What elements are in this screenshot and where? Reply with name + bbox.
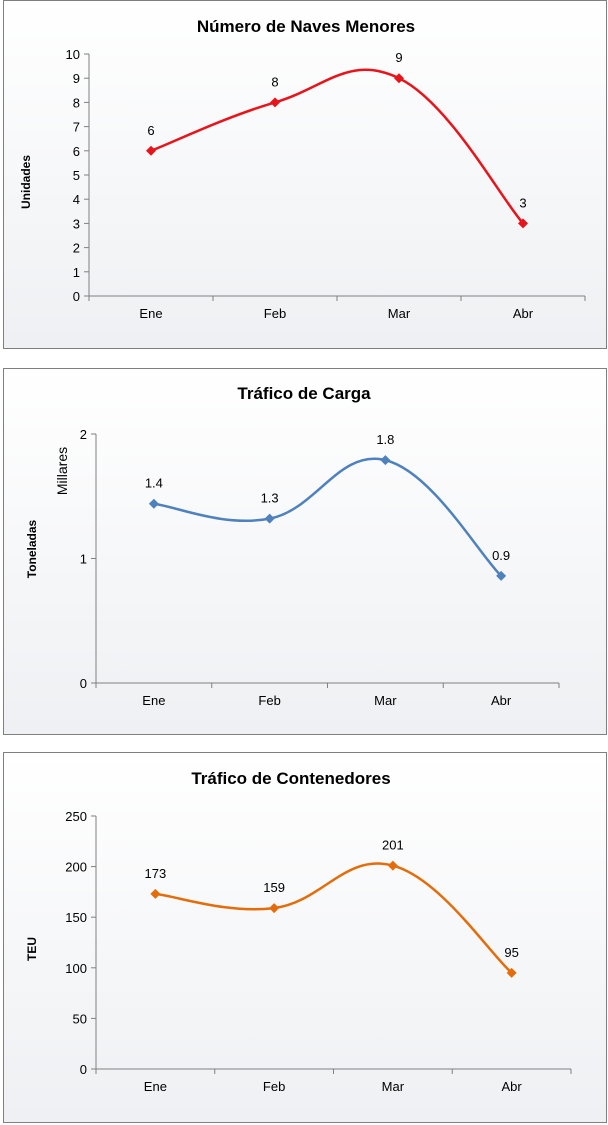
y-tick-label: 0 — [73, 289, 80, 304]
series-line — [150, 68, 524, 225]
y-tick-label: 1 — [73, 265, 80, 280]
x-tick-label: Mar — [382, 1079, 405, 1094]
data-point — [380, 455, 391, 466]
x-tick-label: Feb — [258, 693, 280, 708]
y-tick-label: 0 — [80, 1062, 87, 1077]
y-tick-label: 3 — [73, 216, 80, 231]
chart-panel-trafico-carga: Tráfico de Carga Toneladas Millares 0 1 2 E… — [3, 368, 607, 735]
data-label: 8 — [271, 74, 278, 89]
chart-trafico-contenedores: Tráfico de Contenedores TEU 0 50 100 150 200… — [25, 769, 572, 1094]
y-axis-label: Unidades — [19, 155, 33, 209]
data-point — [270, 97, 280, 108]
data-point — [146, 145, 156, 156]
x-tick-label: Abr — [513, 306, 534, 321]
chart-trafico-carga: Tráfico de Carga Toneladas Millares 0 1 2 E… — [25, 384, 560, 708]
y-tick-label: 1 — [80, 552, 87, 567]
x-tick-label: Ene — [142, 693, 165, 708]
x-tick-label: Feb — [264, 306, 286, 321]
data-label: 95 — [504, 945, 518, 960]
y-tick-label: 100 — [65, 961, 87, 976]
data-label: 1.4 — [145, 476, 163, 491]
data-point — [394, 73, 404, 84]
y-tick-label: 250 — [65, 809, 87, 824]
data-point — [269, 903, 280, 914]
y-tick-label: 2 — [80, 427, 87, 442]
chart-title: Número de Naves Menores — [197, 17, 415, 36]
data-label: 173 — [145, 866, 167, 881]
y-tick-label: 8 — [73, 95, 80, 110]
data-label: 0.9 — [492, 548, 510, 563]
x-tick-label: Ene — [144, 1079, 167, 1094]
y-tick-label: 200 — [65, 860, 87, 875]
data-point — [150, 888, 161, 899]
data-label: 159 — [263, 880, 285, 895]
data-point — [496, 570, 507, 581]
y-tick-label: 0 — [80, 676, 87, 691]
series-line — [153, 457, 503, 577]
y-tick-label: 9 — [73, 71, 80, 86]
y-tick-label: 7 — [73, 120, 80, 135]
chart-panel-trafico-contenedores: Tráfico de Contenedores TEU 0 50 100 150 200… — [3, 752, 607, 1123]
units-label: Millares — [54, 447, 70, 495]
x-tick-label: Mar — [388, 306, 411, 321]
data-label: 201 — [382, 838, 404, 853]
x-tick-label: Abr — [491, 693, 512, 708]
data-label: 3 — [519, 195, 526, 210]
x-tick-label: Mar — [374, 693, 397, 708]
x-tick-label: Feb — [263, 1079, 285, 1094]
x-tick-label: Abr — [502, 1079, 523, 1094]
y-tick-label: 2 — [73, 241, 80, 256]
chart-panel-naves-menores: Número de Naves Menores Unidades 0 1 2 3 4 5 6… — [3, 0, 607, 349]
data-label: 1.8 — [376, 432, 394, 447]
data-label: 6 — [147, 123, 154, 138]
chart-naves-menores: Número de Naves Menores Unidades 0 1 2 3 4 5 6… — [19, 17, 586, 321]
data-label: 1.3 — [261, 491, 279, 506]
chart-title: Tráfico de Contenedores — [191, 769, 390, 788]
x-tick-label: Ene — [139, 306, 162, 321]
y-tick-label: 4 — [73, 192, 80, 207]
y-tick-label: 10 — [66, 47, 80, 62]
data-point — [387, 860, 398, 871]
data-point — [518, 218, 528, 229]
y-tick-label: 5 — [73, 168, 80, 183]
y-tick-label: 150 — [65, 910, 87, 925]
data-point — [264, 513, 275, 524]
y-axis-label: Toneladas — [25, 519, 39, 578]
data-label: 9 — [395, 50, 402, 65]
series-line — [155, 862, 513, 974]
y-tick-label: 50 — [73, 1011, 87, 1026]
data-point — [506, 967, 517, 978]
data-point — [148, 498, 159, 509]
y-tick-label: 6 — [73, 144, 80, 159]
y-axis-label: TEU — [25, 937, 39, 961]
chart-title: Tráfico de Carga — [237, 384, 371, 403]
